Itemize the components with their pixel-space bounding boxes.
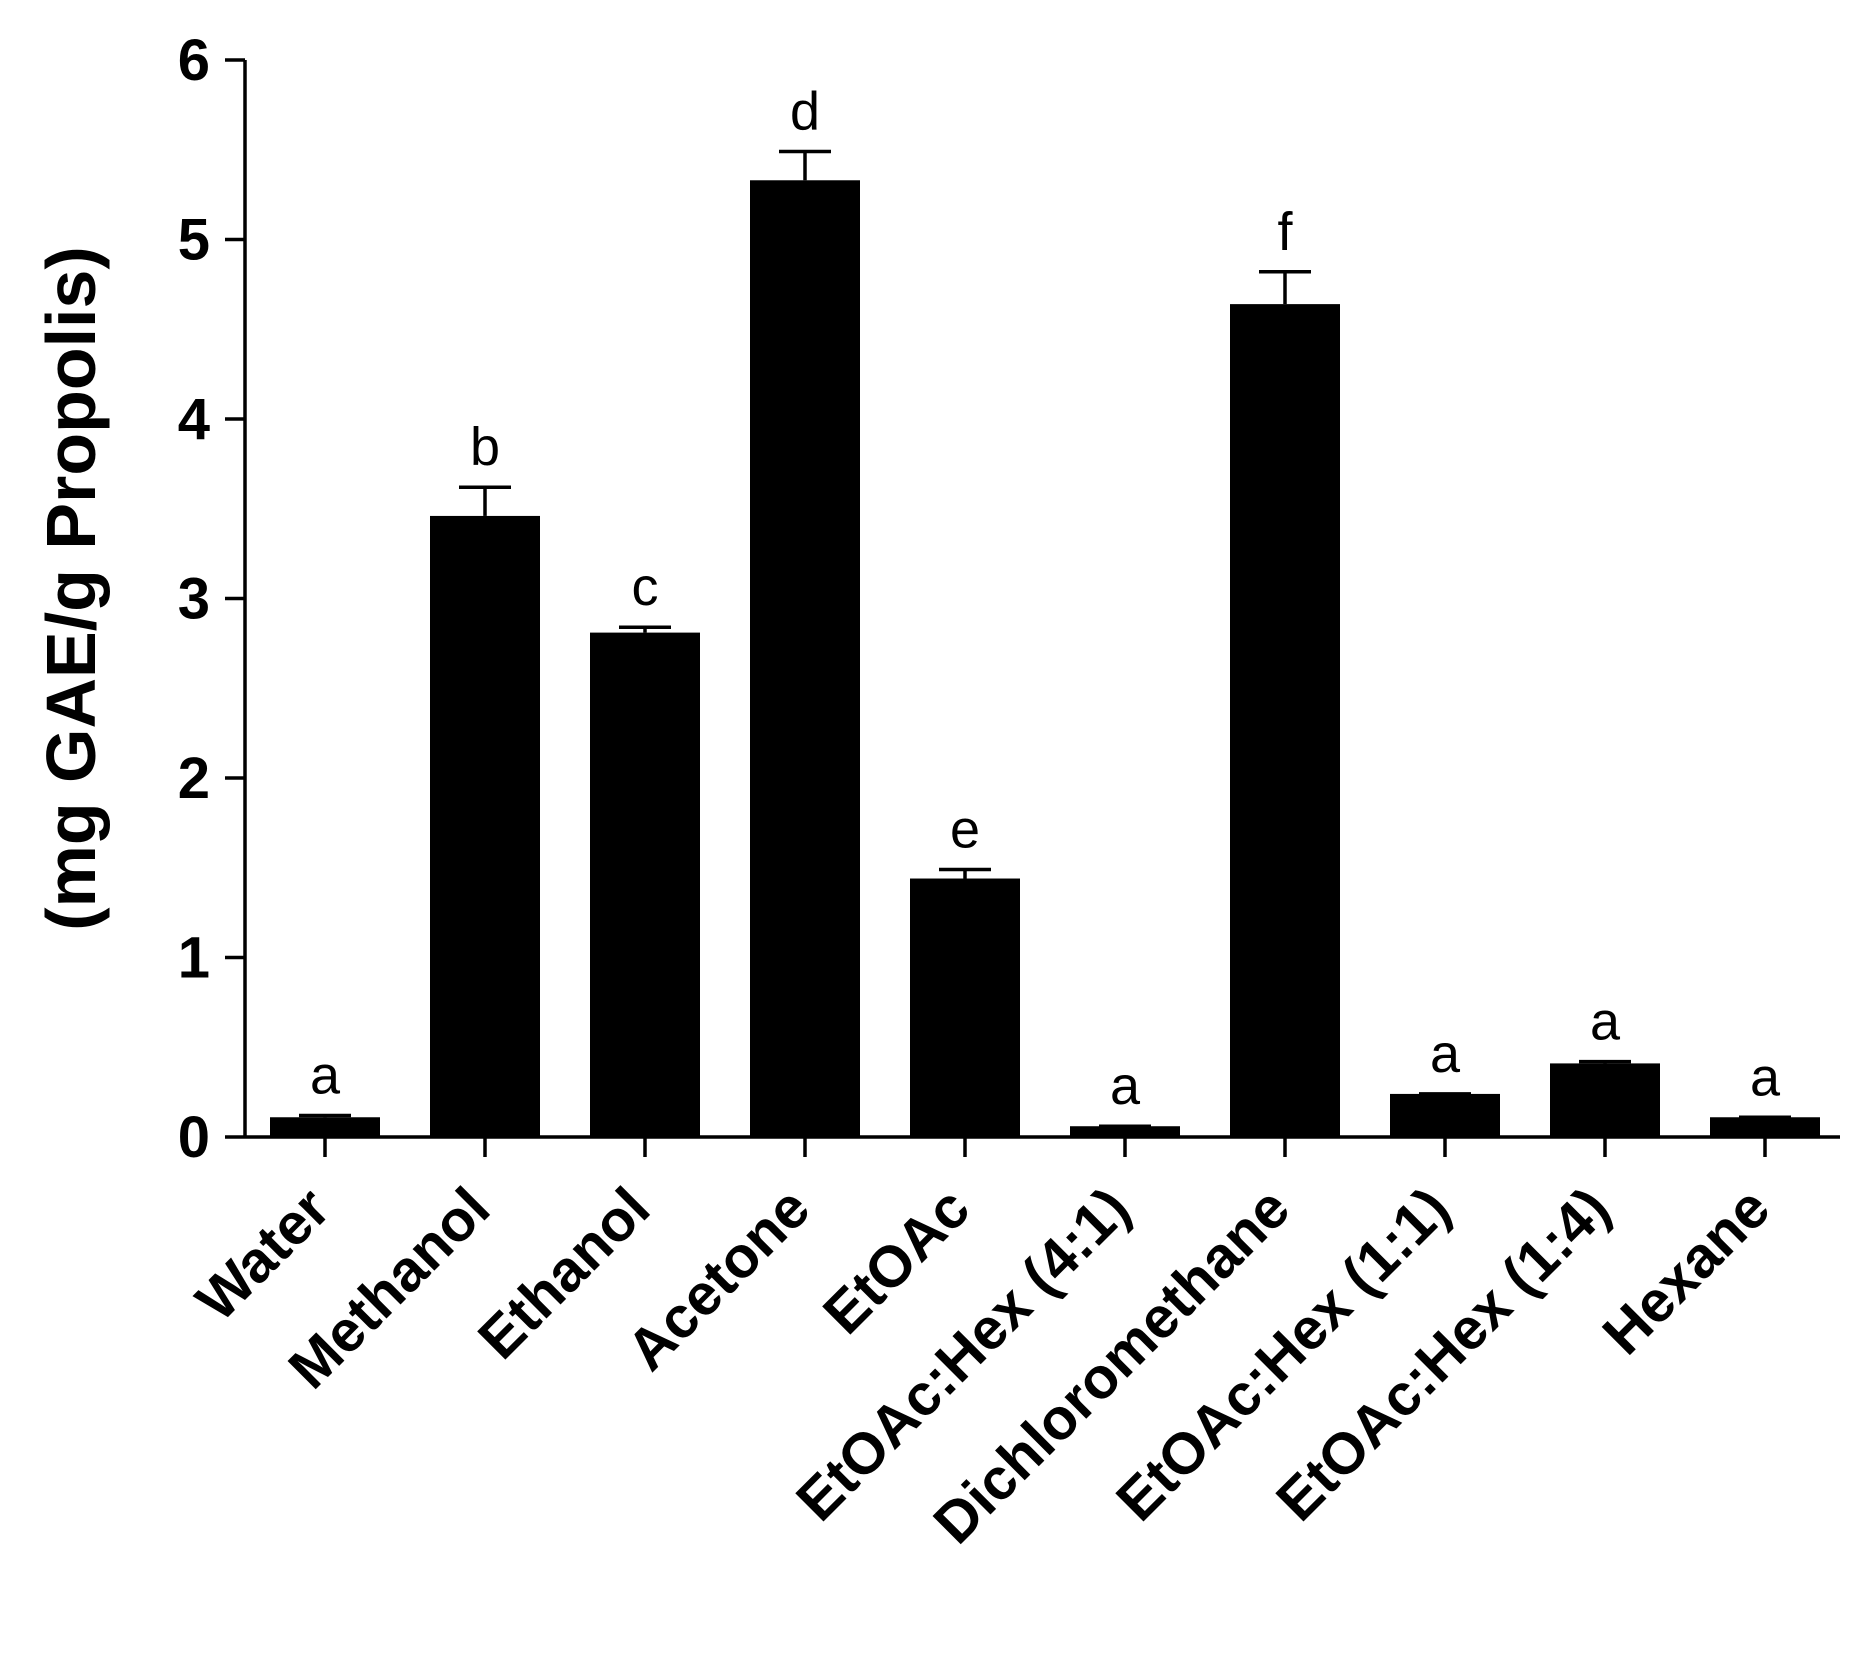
significance-letter: a [1590, 992, 1621, 1052]
y-tick-label: 0 [178, 1105, 210, 1170]
bar [270, 1117, 380, 1137]
significance-letter: b [470, 417, 500, 477]
bar [1230, 304, 1340, 1137]
bar [1550, 1063, 1660, 1137]
y-tick-label: 1 [178, 926, 210, 991]
significance-letter: e [950, 800, 980, 860]
y-tick-label: 5 [178, 208, 210, 273]
significance-letter: d [790, 82, 820, 142]
y-tick-label: 3 [178, 567, 210, 632]
bar [1070, 1126, 1180, 1137]
y-tick-label: 2 [178, 746, 210, 811]
significance-letter: a [1110, 1056, 1141, 1116]
bar [590, 632, 700, 1137]
bar [1390, 1093, 1500, 1137]
y-axis: 0 1 2 3 4 5 6 [178, 28, 247, 1170]
x-tick-label: Water [184, 1175, 342, 1333]
bar [750, 180, 860, 1137]
significance-letter: a [1430, 1024, 1461, 1084]
y-tick-label: 6 [178, 28, 210, 93]
x-axis: WaterMethanolEthanolAcetoneEtOAcEtOAc:He… [184, 1135, 1840, 1556]
bars: a b c d e a f a a a [270, 82, 1820, 1137]
y-axis-title: (mg GAE/g Propolis) [32, 246, 110, 930]
y-tick-label: 4 [178, 387, 210, 452]
bar [910, 878, 1020, 1137]
significance-letter: c [632, 557, 659, 617]
bar [1710, 1117, 1820, 1137]
bar [430, 515, 540, 1137]
x-tick-label: Hexane [1590, 1175, 1782, 1367]
significance-letter: a [310, 1045, 341, 1105]
significance-letter: a [1750, 1047, 1781, 1107]
significance-letter: f [1277, 202, 1293, 262]
